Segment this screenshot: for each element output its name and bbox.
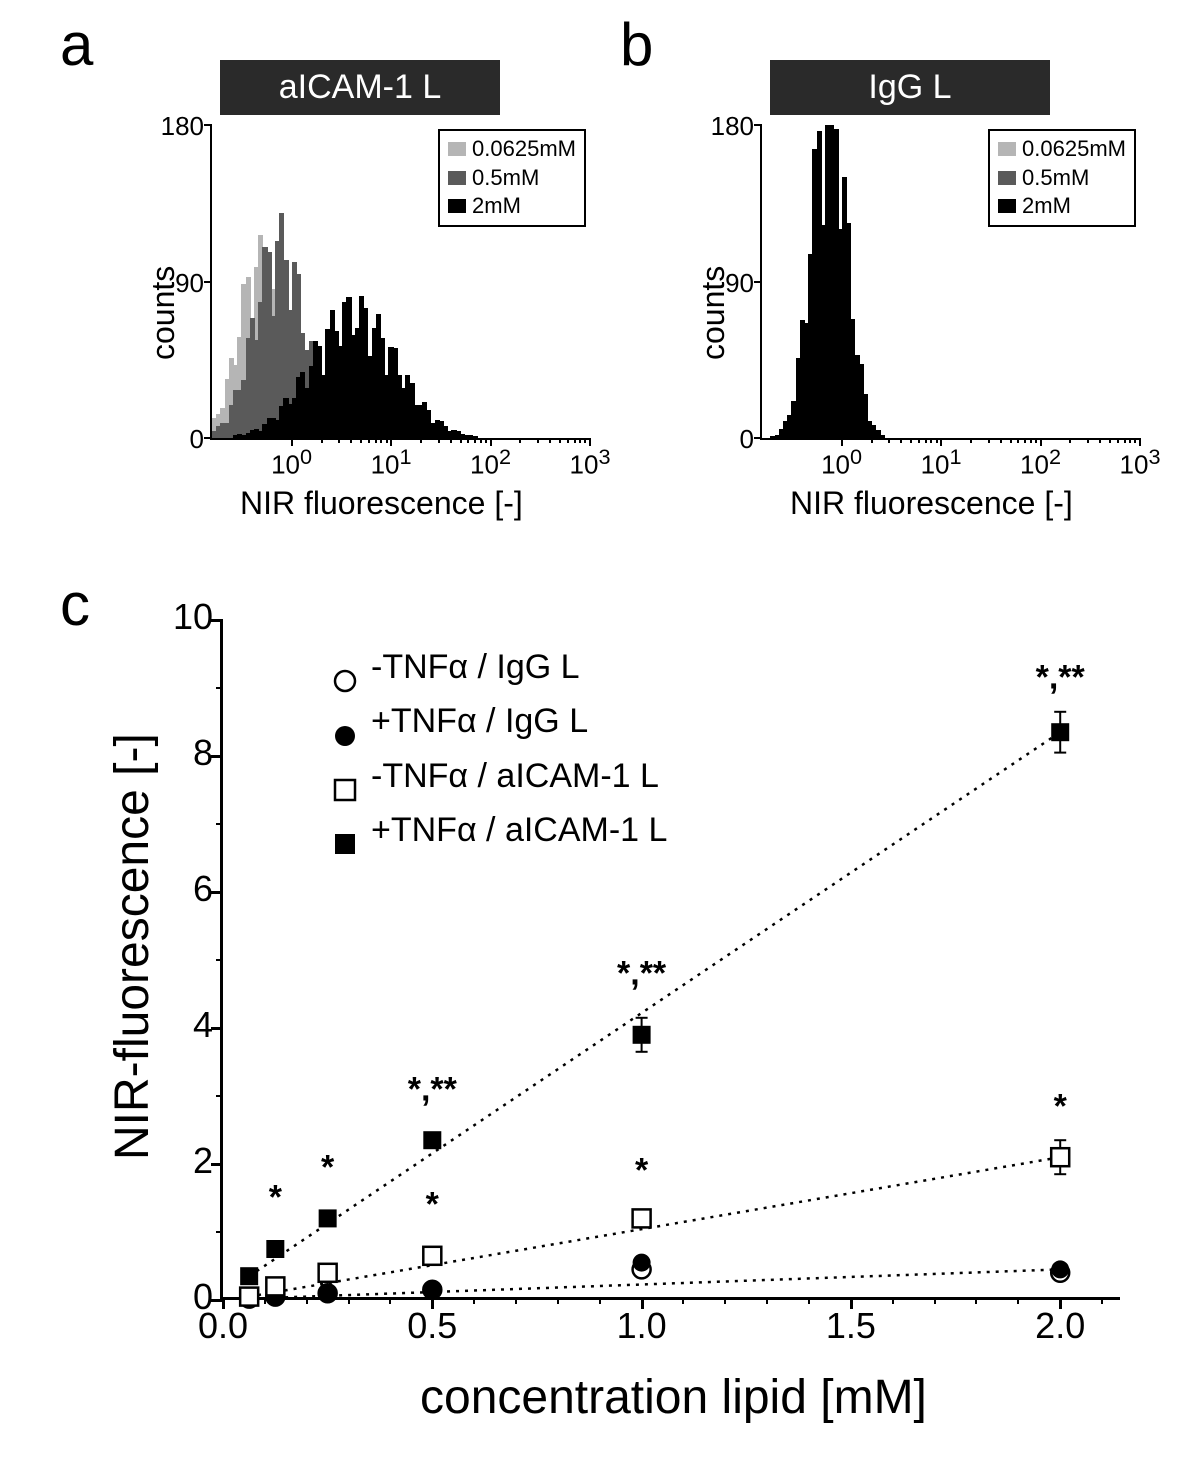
panel-a-axes: 0.0625mM 0.5mM 2mM 090180100101102103 bbox=[210, 125, 590, 440]
legend-label: 0.0625mM bbox=[472, 135, 576, 164]
legend-swatch bbox=[998, 142, 1016, 156]
panel-a-ylabel: counts bbox=[145, 266, 182, 360]
legend-label: 2mM bbox=[1022, 192, 1071, 221]
panel-label-a: a bbox=[60, 10, 93, 79]
panel-b-ylabel: counts bbox=[695, 266, 732, 360]
significance-annotation: *,** bbox=[617, 955, 666, 994]
legend-label: +TNFα / IgG L bbox=[371, 694, 588, 748]
significance-annotation: *,** bbox=[1036, 659, 1085, 698]
panel-a-xlabel: NIR fluorescence [-] bbox=[240, 485, 523, 522]
legend-swatch bbox=[998, 199, 1016, 213]
panel-a-title: aICAM-1 L bbox=[220, 60, 500, 115]
square-filled-icon bbox=[333, 818, 357, 842]
legend-swatch bbox=[998, 171, 1016, 185]
legend-swatch bbox=[448, 171, 466, 185]
figure-root: a b c aICAM-1 L 0.0625mM 0.5mM 2mM 09018… bbox=[0, 0, 1200, 1476]
legend-label: -TNFα / aICAM-1 L bbox=[371, 749, 659, 803]
panel-c-ylabel: NIR-fluorescence [-] bbox=[105, 733, 160, 1160]
significance-annotation: * bbox=[321, 1148, 334, 1187]
square-open-icon bbox=[333, 764, 357, 788]
legend-swatch bbox=[448, 199, 466, 213]
legend-item: -TNFα / aICAM-1 L bbox=[333, 749, 667, 803]
panel-a: aICAM-1 L 0.0625mM 0.5mM 2mM 09018010010… bbox=[90, 30, 590, 550]
legend-label: -TNFα / IgG L bbox=[371, 640, 580, 694]
significance-annotation: *,** bbox=[408, 1070, 457, 1109]
legend-item: 0.5mM bbox=[448, 164, 576, 193]
legend-item: 2mM bbox=[998, 192, 1126, 221]
circle-filled-icon bbox=[333, 710, 357, 734]
legend-label: 0.5mM bbox=[1022, 164, 1089, 193]
legend-label: 2mM bbox=[472, 192, 521, 221]
panel-c-axes: -TNFα / IgG L +TNFα / IgG L -TNFα / aICA… bbox=[220, 620, 1120, 1300]
panel-a-legend: 0.0625mM 0.5mM 2mM bbox=[438, 129, 586, 227]
legend-item: +TNFα / IgG L bbox=[333, 694, 667, 748]
significance-annotation: * bbox=[635, 1152, 648, 1191]
legend-item: +TNFα / aICAM-1 L bbox=[333, 803, 667, 857]
legend-label: +TNFα / aICAM-1 L bbox=[371, 803, 667, 857]
panel-b: IgG L 0.0625mM 0.5mM 2mM 090180100101102… bbox=[640, 30, 1140, 550]
legend-item: 0.0625mM bbox=[998, 135, 1126, 164]
panel-b-legend: 0.0625mM 0.5mM 2mM bbox=[988, 129, 1136, 227]
legend-item: 0.5mM bbox=[998, 164, 1126, 193]
circle-open-icon bbox=[333, 655, 357, 679]
significance-annotation: * bbox=[1054, 1087, 1067, 1126]
legend-label: 0.0625mM bbox=[1022, 135, 1126, 164]
legend-item: 0.0625mM bbox=[448, 135, 576, 164]
legend-item: -TNFα / IgG L bbox=[333, 640, 667, 694]
significance-annotation: * bbox=[426, 1186, 439, 1225]
legend-item: 2mM bbox=[448, 192, 576, 221]
panel-c-legend: -TNFα / IgG L +TNFα / IgG L -TNFα / aICA… bbox=[333, 640, 667, 858]
panel-c: -TNFα / IgG L +TNFα / IgG L -TNFα / aICA… bbox=[60, 600, 1160, 1450]
panel-b-axes: 0.0625mM 0.5mM 2mM 090180100101102103 bbox=[760, 125, 1140, 440]
legend-swatch bbox=[448, 142, 466, 156]
legend-label: 0.5mM bbox=[472, 164, 539, 193]
panel-b-xlabel: NIR fluorescence [-] bbox=[790, 485, 1073, 522]
panel-b-title: IgG L bbox=[770, 60, 1050, 115]
panel-c-xlabel: concentration lipid [mM] bbox=[420, 1370, 927, 1425]
significance-annotation: * bbox=[269, 1179, 282, 1218]
